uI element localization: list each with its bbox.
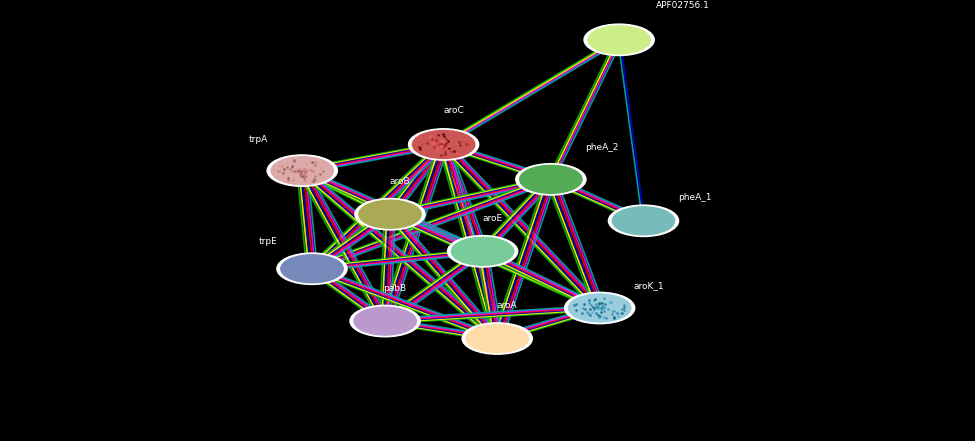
Circle shape (612, 207, 675, 235)
Circle shape (267, 155, 337, 187)
Text: aroE: aroE (483, 214, 502, 223)
Text: APF02756.1: APF02756.1 (656, 1, 710, 10)
Circle shape (359, 200, 421, 228)
Circle shape (584, 24, 654, 56)
Circle shape (588, 26, 650, 54)
Circle shape (412, 131, 475, 158)
Text: aroB: aroB (389, 177, 410, 186)
Text: pheA_2: pheA_2 (585, 143, 618, 152)
Circle shape (448, 235, 518, 267)
Circle shape (355, 198, 425, 230)
Circle shape (516, 164, 586, 195)
Text: aroA: aroA (496, 301, 518, 310)
Circle shape (281, 255, 343, 283)
Circle shape (271, 157, 333, 185)
Text: pabB: pabB (383, 284, 407, 293)
Circle shape (354, 307, 416, 335)
Circle shape (462, 323, 532, 354)
Text: aroC: aroC (443, 106, 464, 115)
Text: pheA_1: pheA_1 (678, 194, 711, 202)
Circle shape (565, 292, 635, 324)
Circle shape (409, 129, 479, 160)
Circle shape (568, 294, 631, 322)
Text: trpA: trpA (249, 135, 268, 144)
Circle shape (277, 253, 347, 284)
Text: aroK_1: aroK_1 (634, 280, 664, 290)
Text: trpE: trpE (259, 237, 278, 246)
Circle shape (350, 305, 420, 337)
Circle shape (466, 325, 528, 352)
Circle shape (520, 165, 582, 193)
Circle shape (608, 205, 679, 236)
Circle shape (451, 237, 514, 265)
